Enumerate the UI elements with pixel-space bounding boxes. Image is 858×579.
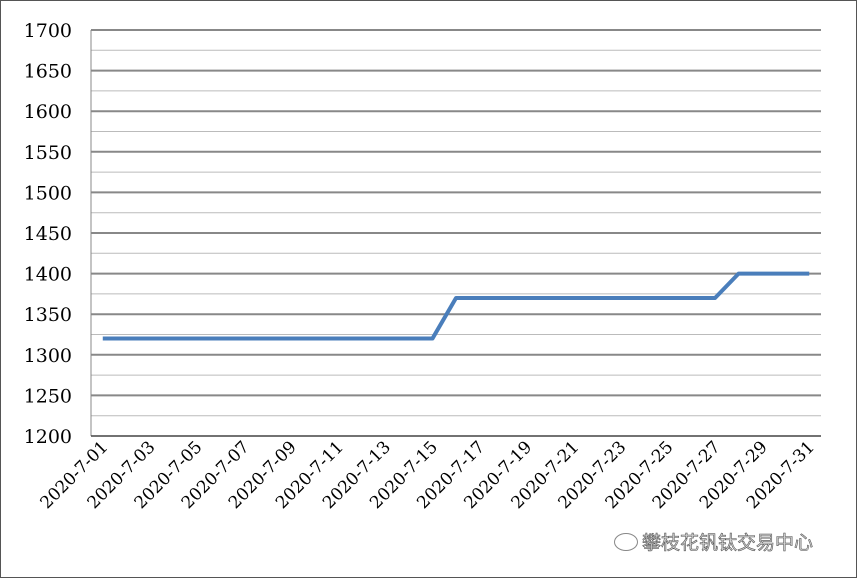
y-tick-label: 1200 <box>24 426 72 448</box>
watermark-text: 攀枝花钒钛交易中心 <box>642 532 814 555</box>
y-tick-label: 1450 <box>24 223 72 245</box>
y-tick-label: 1600 <box>24 101 72 123</box>
y-tick-label: 1550 <box>24 142 72 164</box>
y-tick-label: 1500 <box>24 182 72 204</box>
y-tick-label: 1700 <box>24 20 72 42</box>
series-line <box>102 271 810 341</box>
y-tick-label: 1300 <box>24 345 72 367</box>
wechat-icon <box>614 532 638 551</box>
y-tick-label: 1250 <box>24 385 72 407</box>
watermark: 攀枝花钒钛交易中心 <box>614 528 813 555</box>
y-tick-label: 1650 <box>24 61 72 83</box>
y-tick-label: 1400 <box>24 264 72 286</box>
y-tick-label: 1350 <box>24 304 72 326</box>
